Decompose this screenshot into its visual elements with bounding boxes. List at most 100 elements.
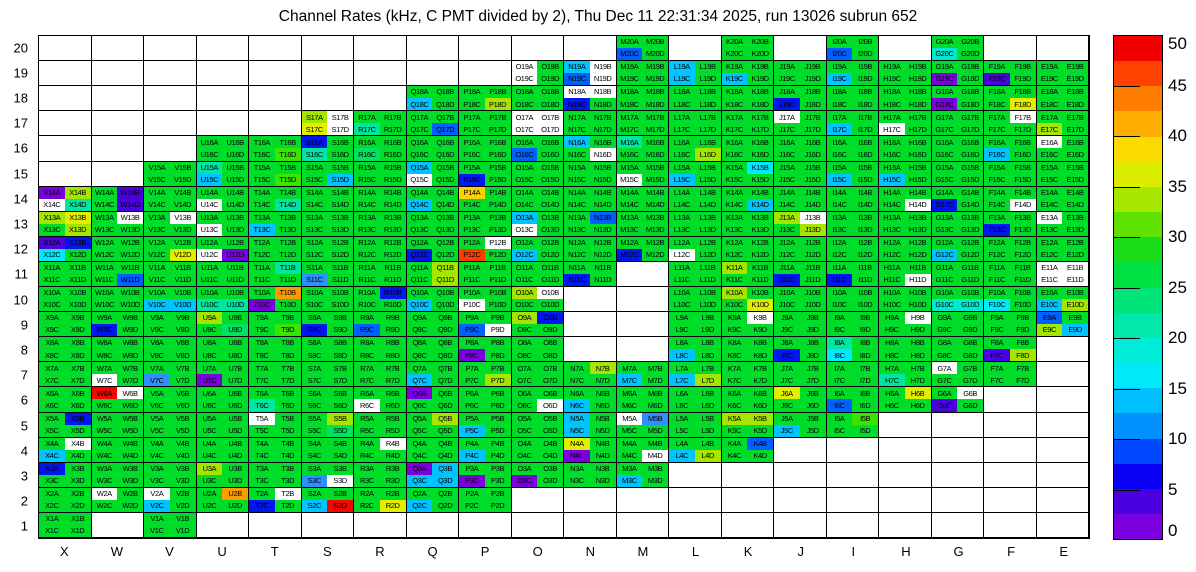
cell-W13A: W13A [91,211,118,224]
cell-S2B: S2B [327,487,353,500]
cell-G11A: G11A [931,261,958,274]
cell-R14B: R14B [379,186,406,199]
cell-G20D: G20D [957,48,983,61]
block-S14: S14A S14B S14C S14D [301,186,354,212]
cell-F18B: F18B [1009,86,1036,99]
cell-S8C: S8C [301,349,328,362]
cell-V14A: V14A [144,186,170,199]
cell-T5B: T5B [274,412,301,425]
block-E11: E11A E11B E11C E11D [1036,261,1089,287]
cell-I17C: I17C [826,123,853,136]
block-R20 [354,36,407,62]
cell-H10A: H10A [879,287,905,300]
block-S4: S4A S4B S4C S4D [301,437,354,463]
block-O12: O12A O12B O12C O12D [511,236,564,262]
cell-G9D: G9D [957,324,983,337]
cell-U12A: U12A [196,236,223,249]
cell-N5A: N5A [564,412,590,425]
cell-R11A: R11A [354,261,380,274]
block-J17: J17A J17B J17C J17D [774,111,827,137]
block-G13: G13A G13B G13C G13D [931,211,984,237]
cell-R13B: R13B [379,211,406,224]
block-Q3: Q3A Q3B Q3C Q3D [406,462,459,488]
cell-G7B: G7B [957,362,983,375]
cell-T16D: T16D [274,148,301,161]
cell-K18C: K18C [721,98,748,111]
cell-V11C: V11C [144,273,170,286]
cell-E15D: E15D [1062,173,1088,186]
cell-T4B: T4B [274,437,301,450]
cell-T2A: T2A [249,487,275,500]
cell-E16A: E16A [1036,136,1063,149]
cell-O4C: O4C [511,449,538,462]
block-J6: J6A J6B J6C J6D [774,387,827,413]
cell-E12C: E12C [1036,248,1063,261]
cell-T16A: T16A [249,136,275,149]
cell-O19A: O19A [511,61,538,74]
cell-H15B: H15B [904,161,931,174]
cell-T6D: T6D [274,399,301,412]
block-G15: G15A G15B G15C G15D [931,161,984,187]
block-T9: T9A T9B T9C T9D [249,312,302,338]
block-U11: U11A U11B U11C U11D [196,261,249,287]
cell-N12C: N12C [564,248,590,261]
y-axis-label-6: 6 [20,392,28,408]
cell-W4A: W4A [91,437,118,450]
cell-F16A: F16A [984,136,1010,149]
cell-H17C: H17C [879,123,905,136]
cell-H19B: H19B [904,61,931,74]
cell-H10C: H10C [879,299,905,312]
cell-F18C: F18C [984,98,1010,111]
cell-K4B: K4B [747,437,773,450]
cell-T8C: T8C [249,349,275,362]
cell-P13C: P13C [459,223,485,236]
cell-L8D: L8D [694,349,721,362]
cell-N7C: N7C [564,374,590,387]
y-axis-label-4: 4 [20,443,28,459]
cell-R2B: R2B [379,487,406,500]
cell-X4B: X4B [64,437,91,450]
block-X14: X14A X14B X14C X14D [39,186,92,212]
cell-G10B: G10B [957,287,983,300]
cell-U4B: U4B [222,437,248,450]
cell-S8D: S8D [327,349,353,362]
cell-L15B: L15B [694,161,721,174]
cell-O7B: O7B [537,362,563,375]
cell-W2A: W2A [91,487,118,500]
cell-X7B: X7B [64,362,91,375]
cell-R4D: R4D [379,449,406,462]
cell-N11C: N11C [564,273,590,286]
cell-N6A: N6A [564,387,590,400]
cell-I9B: I9B [852,312,878,325]
cell-F17D: F17D [1009,123,1036,136]
block-Q15: Q15A Q15B Q15C Q15D [406,161,459,187]
block-W15 [91,161,144,187]
cell-O17C: O17C [511,123,538,136]
cell-P9A: P9A [459,312,485,325]
cell-K19D: K19D [747,73,773,86]
cell-X3B: X3B [64,462,91,475]
cell-I14C: I14C [826,198,853,211]
cell-T3C: T3C [249,474,275,487]
cell-U10D: U10D [222,299,248,312]
block-T3: T3A T3B T3C T3D [249,462,302,488]
block-U10: U10A U10B U10C U10D [196,287,249,313]
cell-Q11A: Q11A [406,261,433,274]
cell-P12D: P12D [484,248,511,261]
cell-K6D: K6D [747,399,773,412]
cell-O8A: O8A [511,337,538,350]
cell-K10C: K10C [721,299,748,312]
block-I3 [826,462,879,488]
block-V11: V11A V11B V11C V11D [144,261,197,287]
cell-Q2C: Q2C [406,499,433,512]
block-S15: S15A S15B S15C S15D [301,161,354,187]
block-K19: K19A K19B K19C K19D [721,61,774,87]
cell-I16A: I16A [826,136,853,149]
cell-P7A: P7A [459,362,485,375]
x-axis-label-Q: Q [427,544,438,559]
block-M18: M18A M18B M18C M18D [616,86,669,112]
block-I16: I16A I16B I16C I16D [826,136,879,162]
cell-P4C: P4C [459,449,485,462]
colorbar-segment-3 [1114,111,1162,137]
cell-E14C: E14C [1036,198,1063,211]
